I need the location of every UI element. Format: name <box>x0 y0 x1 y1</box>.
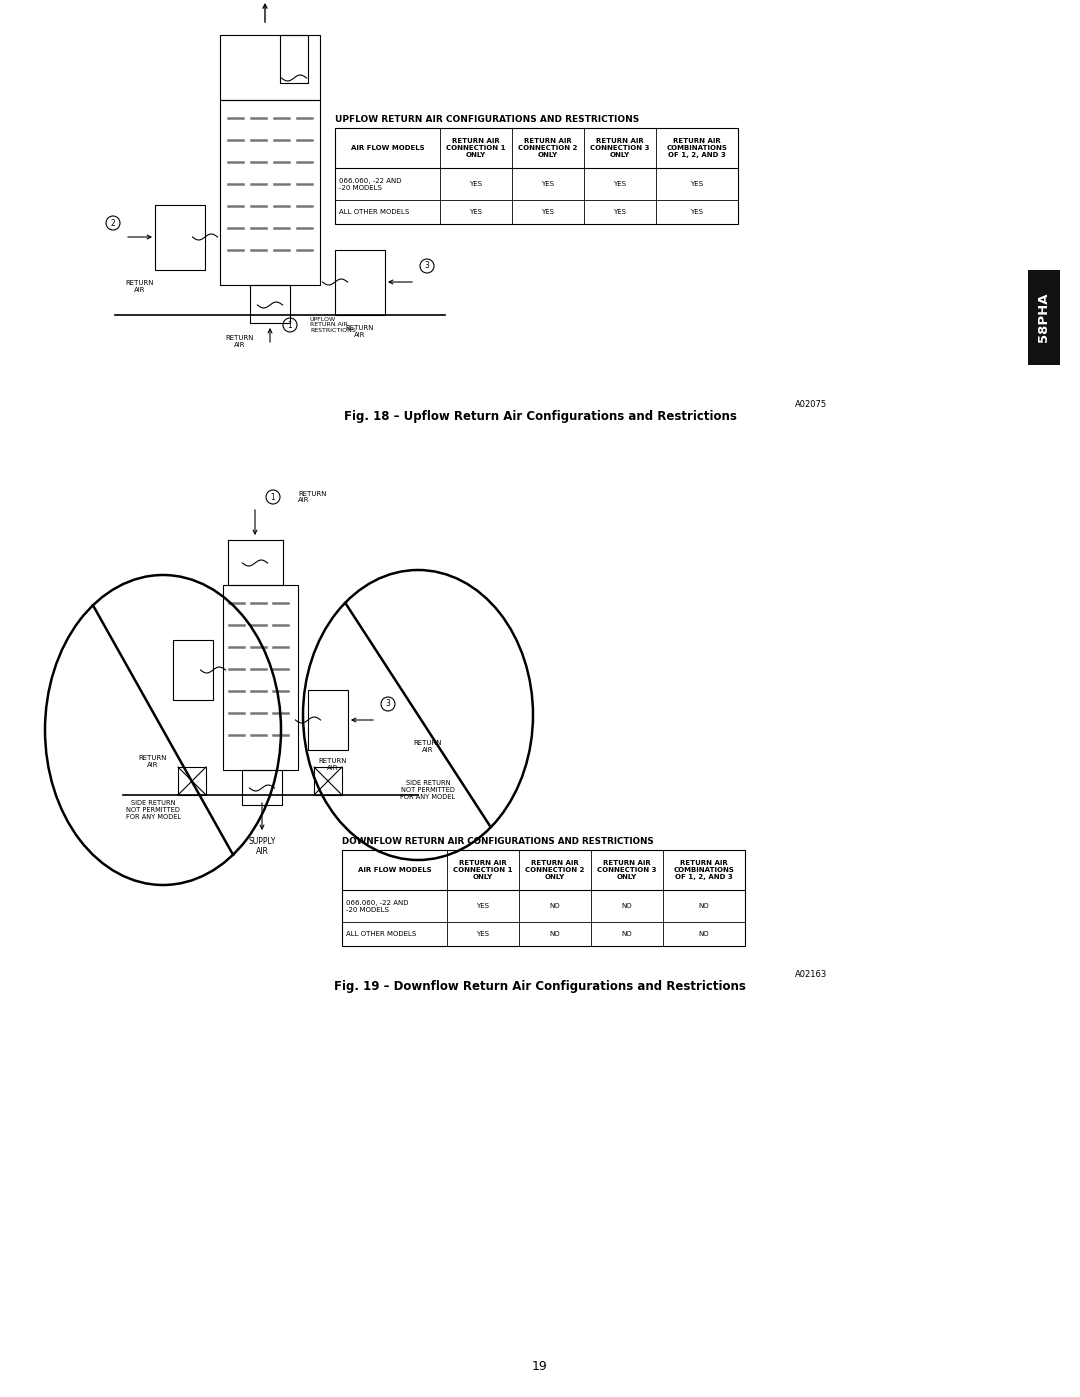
Bar <box>178 767 206 795</box>
Bar <box>228 541 283 585</box>
Text: NO: NO <box>699 930 710 937</box>
Text: RETURN
AIR: RETURN AIR <box>319 759 348 771</box>
Text: A02163: A02163 <box>795 970 827 979</box>
Bar <box>222 585 298 770</box>
Text: YES: YES <box>613 210 626 215</box>
Text: RETURN AIR
CONNECTION 3
ONLY: RETURN AIR CONNECTION 3 ONLY <box>597 861 657 880</box>
Bar <box>308 690 348 750</box>
Text: Fig. 19 – Downflow Return Air Configurations and Restrictions: Fig. 19 – Downflow Return Air Configurat… <box>334 981 746 993</box>
Text: YES: YES <box>541 210 554 215</box>
Text: RETURN
AIR: RETURN AIR <box>298 490 326 503</box>
Bar <box>220 35 320 101</box>
Text: RETURN AIR
CONNECTION 2
ONLY: RETURN AIR CONNECTION 2 ONLY <box>518 138 578 158</box>
Text: SIDE RETURN
NOT PERMITTED
FOR ANY MODEL: SIDE RETURN NOT PERMITTED FOR ANY MODEL <box>401 780 456 800</box>
Bar <box>173 640 213 700</box>
Text: RETURN
AIR: RETURN AIR <box>138 754 167 768</box>
Text: 1: 1 <box>271 493 275 502</box>
Text: YES: YES <box>690 210 703 215</box>
Text: YES: YES <box>470 182 483 187</box>
Text: YES: YES <box>613 182 626 187</box>
Text: AIR FLOW MODELS: AIR FLOW MODELS <box>357 868 431 873</box>
Text: RETURN AIR
CONNECTION 2
ONLY: RETURN AIR CONNECTION 2 ONLY <box>525 861 584 880</box>
Text: RETURN AIR
CONNECTION 3
ONLY: RETURN AIR CONNECTION 3 ONLY <box>591 138 650 158</box>
Bar <box>1028 270 1059 365</box>
Text: 066.060, -22 AND
-20 MODELS: 066.060, -22 AND -20 MODELS <box>339 177 402 190</box>
Bar <box>314 767 342 795</box>
Text: UPFLOW RETURN AIR CONFIGURATIONS AND RESTRICTIONS: UPFLOW RETURN AIR CONFIGURATIONS AND RES… <box>335 115 639 124</box>
Text: YES: YES <box>476 930 489 937</box>
Text: 58PHA: 58PHA <box>1038 293 1051 342</box>
Text: DOWNFLOW RETURN AIR CONFIGURATIONS AND RESTRICTIONS: DOWNFLOW RETURN AIR CONFIGURATIONS AND R… <box>342 837 653 847</box>
Text: RETURN
AIR: RETURN AIR <box>125 279 154 293</box>
Text: YES: YES <box>690 182 703 187</box>
Text: YES: YES <box>476 902 489 909</box>
Text: RETURN
AIR: RETURN AIR <box>414 740 442 753</box>
Bar <box>156 205 205 270</box>
Text: 2: 2 <box>110 218 116 228</box>
Text: NO: NO <box>699 902 710 909</box>
Bar <box>342 849 745 946</box>
Text: ALL OTHER MODELS: ALL OTHER MODELS <box>346 930 416 937</box>
Text: NO: NO <box>550 902 561 909</box>
Text: YES: YES <box>470 210 483 215</box>
Text: 19: 19 <box>532 1361 548 1373</box>
Text: 066.060, -22 AND
-20 MODELS: 066.060, -22 AND -20 MODELS <box>346 900 408 912</box>
Text: UPFLOW
RETURN AIR
RESTRICTIONS: UPFLOW RETURN AIR RESTRICTIONS <box>310 317 355 334</box>
Bar <box>242 770 282 805</box>
Text: NO: NO <box>550 930 561 937</box>
Text: RETURN AIR
COMBINATIONS
OF 1, 2, AND 3: RETURN AIR COMBINATIONS OF 1, 2, AND 3 <box>674 861 734 880</box>
Text: SIDE RETURN
NOT PERMITTED
FOR ANY MODEL: SIDE RETURN NOT PERMITTED FOR ANY MODEL <box>125 800 180 820</box>
Text: Fig. 18 – Upflow Return Air Configurations and Restrictions: Fig. 18 – Upflow Return Air Configuratio… <box>343 409 737 423</box>
Text: RETURN
AIR: RETURN AIR <box>346 326 375 338</box>
Text: SUPPLY
AIR: SUPPLY AIR <box>248 837 275 856</box>
Bar <box>335 250 384 314</box>
Text: 1: 1 <box>287 320 293 330</box>
Bar <box>280 35 308 82</box>
Text: A02075: A02075 <box>795 400 827 409</box>
Text: NO: NO <box>622 930 632 937</box>
Text: ALL OTHER MODELS: ALL OTHER MODELS <box>339 210 409 215</box>
Bar <box>249 285 291 323</box>
Text: RETURN AIR
COMBINATIONS
OF 1, 2, AND 3: RETURN AIR COMBINATIONS OF 1, 2, AND 3 <box>666 138 728 158</box>
Text: RETURN
AIR: RETURN AIR <box>226 335 254 348</box>
Text: AIR FLOW MODELS: AIR FLOW MODELS <box>351 145 424 151</box>
Text: NO: NO <box>622 902 632 909</box>
Text: RETURN AIR
CONNECTION 1
ONLY: RETURN AIR CONNECTION 1 ONLY <box>446 138 505 158</box>
Text: 3: 3 <box>424 261 430 271</box>
Text: YES: YES <box>541 182 554 187</box>
Bar <box>335 129 738 224</box>
Text: 3: 3 <box>386 700 391 708</box>
Bar <box>220 101 320 285</box>
Text: RETURN AIR
CONNECTION 1
ONLY: RETURN AIR CONNECTION 1 ONLY <box>454 861 513 880</box>
